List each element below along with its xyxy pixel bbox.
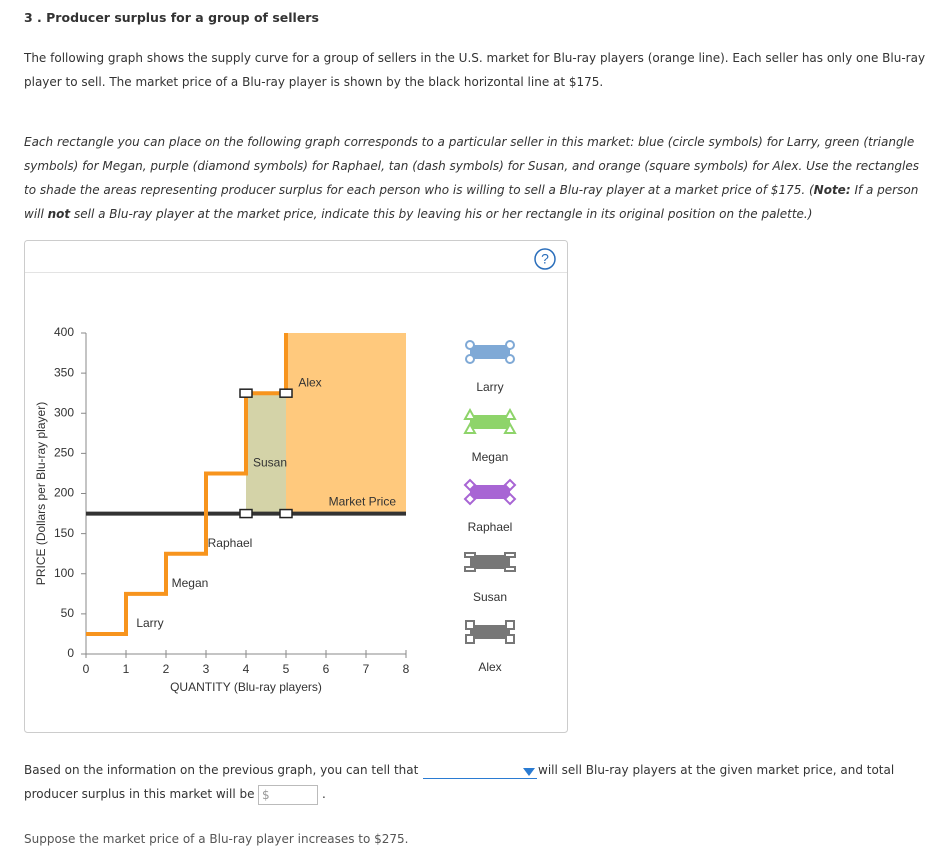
- palette-symbol: [463, 492, 477, 506]
- instr-bold: not: [47, 207, 71, 221]
- currency-prefix: $: [262, 788, 270, 802]
- y-tick-label: 100: [54, 566, 74, 580]
- palette-symbol: [503, 407, 517, 420]
- surplus-rectangle[interactable]: [286, 333, 406, 514]
- palette-symbol: [465, 354, 475, 364]
- question-title: 3 . Producer surplus for a group of sell…: [24, 10, 319, 25]
- surplus-rectangle[interactable]: [246, 393, 286, 514]
- x-tick-label: 4: [243, 662, 250, 676]
- palette-symbol: [505, 634, 515, 644]
- x-tick-label: 0: [83, 662, 90, 676]
- palette-label: Alex: [478, 660, 501, 674]
- palette-label: Larry: [476, 380, 503, 394]
- x-tick-label: 3: [203, 662, 210, 676]
- palette-label: Susan: [473, 590, 507, 604]
- palette-symbol: [504, 566, 516, 572]
- surplus-input[interactable]: $: [258, 785, 318, 805]
- palette-icon[interactable]: [470, 555, 510, 569]
- x-tick-label: 5: [283, 662, 290, 676]
- palette-symbol: [465, 340, 475, 350]
- handle[interactable]: [279, 388, 293, 398]
- seller-dropdown[interactable]: [423, 764, 537, 779]
- y-tick-label: 50: [61, 606, 75, 620]
- step-label: Megan: [172, 576, 209, 590]
- instructions: Each rectangle you can place on the foll…: [24, 130, 934, 226]
- help-icon[interactable]: [534, 248, 556, 270]
- x-axis-title: QUANTITY (Blu-ray players): [170, 680, 322, 694]
- x-tick-label: 8: [403, 662, 410, 676]
- y-tick-label: 300: [54, 405, 74, 419]
- handle[interactable]: [279, 508, 293, 519]
- answer-text: will sell Blu-ray players at the given m…: [538, 763, 895, 777]
- y-tick-label: 200: [54, 486, 74, 500]
- palette-label: Megan: [472, 450, 509, 464]
- step-label: Susan: [253, 456, 287, 470]
- palette-symbol: [464, 552, 476, 558]
- palette-symbol: [505, 354, 515, 364]
- palette-symbol: [463, 421, 477, 434]
- x-tick-label: 2: [163, 662, 170, 676]
- palette-symbol: [504, 552, 516, 558]
- x-tick-label: 1: [123, 662, 130, 676]
- palette-symbol: [505, 620, 515, 630]
- palette-icon[interactable]: [470, 485, 510, 499]
- y-tick-label: 0: [67, 646, 74, 660]
- x-tick-label: 6: [323, 662, 330, 676]
- intro-text: The following graph shows the supply cur…: [24, 51, 926, 89]
- market-price-label: Market Price: [329, 495, 397, 509]
- palette-symbol: [465, 634, 475, 644]
- step-label: Raphael: [208, 536, 253, 550]
- palette-symbol: [503, 492, 517, 506]
- palette-symbol: [503, 421, 517, 434]
- answer-text: Based on the information on the previous…: [24, 763, 419, 777]
- palette-label: Raphael: [468, 520, 513, 534]
- answer-text: producer surplus in this market will be: [24, 787, 255, 801]
- instr-text: Each rectangle you can place on the foll…: [24, 135, 920, 197]
- instr-bold: Note:: [813, 183, 851, 197]
- y-axis-title: PRICE (Dollars per Blu-ray player): [34, 402, 48, 585]
- y-tick-label: 400: [54, 325, 74, 339]
- answer-end: .: [322, 787, 326, 801]
- palette-icon[interactable]: [470, 345, 510, 359]
- help-icon-text[interactable]: ?: [541, 251, 549, 267]
- x-tick-label: 7: [363, 662, 370, 676]
- palette-symbol: [505, 340, 515, 350]
- instr-text: If a person will: [24, 183, 919, 221]
- y-tick-label: 250: [54, 446, 74, 460]
- palette-symbol: [503, 478, 517, 492]
- y-tick-label: 150: [54, 526, 74, 540]
- palette-symbol: [463, 407, 477, 420]
- next-question: Suppose the market price of a Blu-ray pl…: [24, 832, 409, 846]
- instr-text: sell a Blu-ray player at the market pric…: [70, 207, 813, 221]
- supply-curve: [86, 333, 288, 636]
- palette-symbol: [464, 566, 476, 572]
- step-label: Alex: [298, 375, 321, 389]
- y-tick-label: 350: [54, 365, 74, 379]
- palette-icon[interactable]: [470, 625, 510, 639]
- palette-symbol: [465, 620, 475, 630]
- handle[interactable]: [239, 388, 253, 398]
- palette-symbol: [463, 478, 477, 492]
- palette-icon[interactable]: [470, 415, 510, 429]
- step-label: Larry: [136, 616, 163, 630]
- handle[interactable]: [239, 508, 253, 519]
